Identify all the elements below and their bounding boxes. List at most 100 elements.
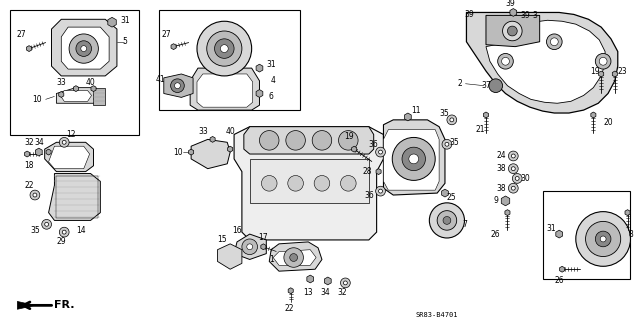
- Polygon shape: [486, 15, 540, 47]
- Text: 30: 30: [520, 174, 530, 183]
- Circle shape: [171, 79, 184, 92]
- Circle shape: [214, 39, 234, 58]
- Circle shape: [502, 21, 522, 41]
- Circle shape: [586, 221, 621, 257]
- Text: 39: 39: [520, 11, 530, 20]
- Circle shape: [339, 131, 358, 150]
- Text: 36: 36: [369, 140, 379, 149]
- Circle shape: [261, 175, 277, 191]
- Text: 22: 22: [284, 304, 294, 313]
- Text: 40: 40: [86, 78, 95, 87]
- Circle shape: [379, 189, 383, 193]
- Text: 9: 9: [493, 196, 498, 205]
- Circle shape: [247, 244, 253, 250]
- Polygon shape: [51, 19, 117, 76]
- Text: 19: 19: [591, 67, 600, 76]
- Text: 19: 19: [344, 132, 354, 141]
- Circle shape: [376, 147, 385, 157]
- Polygon shape: [49, 146, 90, 169]
- Polygon shape: [45, 142, 93, 172]
- Circle shape: [508, 151, 518, 161]
- Polygon shape: [164, 74, 193, 97]
- Polygon shape: [591, 112, 596, 118]
- Polygon shape: [56, 88, 100, 103]
- Polygon shape: [244, 127, 374, 154]
- Polygon shape: [46, 149, 51, 155]
- Circle shape: [450, 118, 454, 122]
- Bar: [159, 10, 300, 110]
- Polygon shape: [93, 88, 105, 105]
- Polygon shape: [35, 148, 42, 156]
- Text: 10: 10: [32, 95, 42, 104]
- Circle shape: [344, 281, 348, 285]
- Text: 16: 16: [232, 226, 242, 235]
- Circle shape: [207, 31, 242, 66]
- Text: 14: 14: [76, 226, 86, 235]
- Polygon shape: [91, 86, 96, 92]
- Text: 33: 33: [56, 78, 66, 87]
- Polygon shape: [256, 90, 263, 97]
- Polygon shape: [108, 17, 116, 27]
- Circle shape: [502, 57, 509, 65]
- Polygon shape: [61, 27, 109, 69]
- Text: 34: 34: [34, 138, 44, 147]
- Polygon shape: [26, 46, 31, 52]
- Circle shape: [595, 231, 611, 247]
- Circle shape: [175, 83, 180, 89]
- Text: 26: 26: [491, 229, 500, 239]
- Polygon shape: [505, 210, 510, 216]
- Text: 27: 27: [17, 30, 26, 39]
- Circle shape: [508, 164, 518, 173]
- Text: 29: 29: [56, 237, 66, 246]
- Polygon shape: [197, 74, 253, 107]
- Circle shape: [511, 154, 515, 158]
- Circle shape: [576, 212, 630, 266]
- Text: 26: 26: [554, 276, 564, 285]
- Text: 33: 33: [198, 127, 208, 136]
- Text: 11: 11: [411, 106, 420, 115]
- Text: 13: 13: [303, 288, 313, 297]
- Circle shape: [508, 183, 518, 193]
- Polygon shape: [191, 140, 230, 169]
- Polygon shape: [376, 169, 381, 174]
- Text: 35: 35: [450, 138, 460, 147]
- Polygon shape: [467, 12, 618, 113]
- Circle shape: [60, 227, 69, 237]
- Polygon shape: [501, 196, 509, 206]
- Polygon shape: [250, 159, 369, 203]
- Circle shape: [284, 248, 303, 267]
- Text: 31: 31: [120, 16, 129, 25]
- Circle shape: [42, 220, 51, 229]
- Polygon shape: [625, 210, 630, 216]
- Polygon shape: [24, 151, 29, 157]
- Text: SR83-B4701: SR83-B4701: [416, 312, 458, 318]
- Polygon shape: [59, 92, 64, 97]
- Text: 3: 3: [532, 11, 537, 20]
- Text: 39: 39: [465, 10, 474, 19]
- Polygon shape: [189, 149, 194, 155]
- Text: 39: 39: [506, 0, 515, 8]
- Circle shape: [550, 38, 558, 46]
- Text: 35: 35: [439, 108, 449, 117]
- Polygon shape: [49, 173, 100, 220]
- Polygon shape: [256, 64, 263, 72]
- Polygon shape: [269, 242, 322, 271]
- Text: 24: 24: [497, 151, 506, 160]
- Circle shape: [340, 278, 350, 288]
- Text: 34: 34: [320, 288, 330, 297]
- Circle shape: [81, 46, 86, 52]
- Circle shape: [447, 115, 457, 125]
- Polygon shape: [351, 146, 356, 152]
- Circle shape: [442, 140, 452, 149]
- Text: 37: 37: [481, 81, 491, 90]
- Text: 10: 10: [173, 148, 183, 156]
- Text: FR.: FR.: [54, 300, 75, 310]
- Text: 22: 22: [24, 181, 34, 190]
- Text: 18: 18: [24, 161, 34, 170]
- Text: 35: 35: [30, 226, 40, 235]
- Polygon shape: [404, 113, 412, 121]
- Circle shape: [437, 211, 457, 230]
- Polygon shape: [261, 244, 266, 250]
- Text: 15: 15: [218, 236, 227, 244]
- Circle shape: [511, 186, 515, 190]
